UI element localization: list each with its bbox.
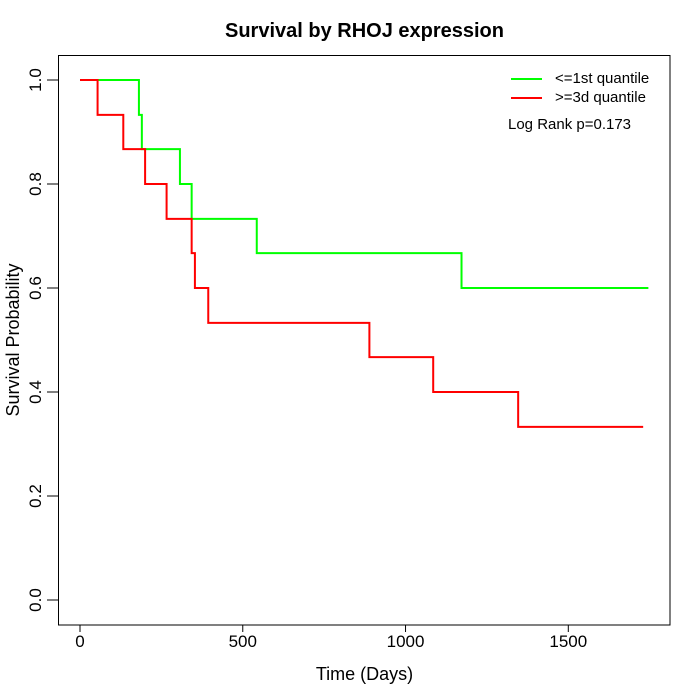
page-title: Survival by RHOJ expression xyxy=(224,20,504,42)
y-tick-label: 0.0 xyxy=(26,588,45,612)
y-axis-title: Survival Probability xyxy=(3,263,23,417)
survival-curve-low-expression xyxy=(80,79,649,289)
x-axis-title: Time (Days) xyxy=(315,664,414,684)
green-line-swatch-icon xyxy=(511,77,542,80)
legend-item-low-expression: <=1st quantile xyxy=(511,69,649,88)
y-tick-label: 0.8 xyxy=(26,172,45,196)
plot-box xyxy=(58,55,671,626)
y-tick-label: 1.0 xyxy=(26,68,45,92)
legend-label: >=3d quantile xyxy=(555,89,646,106)
survival-curve-high-expression xyxy=(80,79,644,428)
x-tick-label: 500 xyxy=(229,632,257,651)
legend-label: <=1st quantile xyxy=(555,70,650,87)
x-tick-label: 0 xyxy=(75,632,84,651)
y-tick-label: 0.4 xyxy=(26,380,45,404)
legend-item-high-expression: >=3d quantile xyxy=(511,88,649,107)
y-tick-label: 0.6 xyxy=(26,276,45,300)
red-line-swatch-icon xyxy=(511,96,542,99)
y-tick-label: 0.2 xyxy=(26,484,45,508)
legend: <=1st quantile >=3d quantile xyxy=(511,69,649,107)
x-tick-label: 1500 xyxy=(549,632,587,651)
x-tick-label: 1000 xyxy=(387,632,425,651)
log-rank-pvalue: Log Rank p=0.173 xyxy=(508,116,632,133)
